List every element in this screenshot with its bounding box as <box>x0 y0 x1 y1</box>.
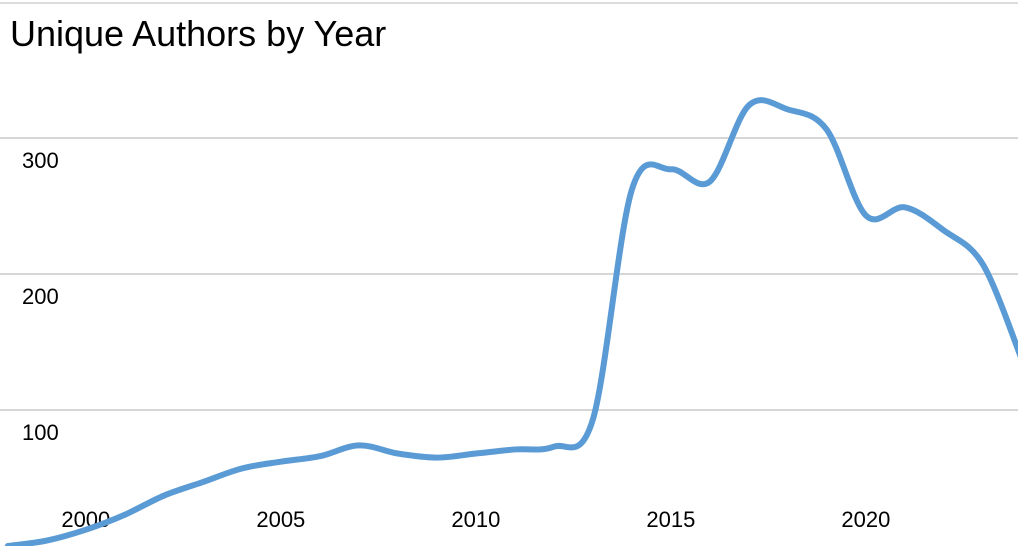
y-tick-label: 200 <box>22 284 59 309</box>
y-tick-label: 100 <box>22 420 59 445</box>
x-tick-label: 2020 <box>841 507 890 532</box>
line-series <box>4 97 1018 546</box>
chart-title: Unique Authors by Year <box>10 13 386 54</box>
y-tick-label: 300 <box>22 148 59 173</box>
x-tick-label: 2005 <box>256 507 305 532</box>
x-tick-label: 2015 <box>646 507 695 532</box>
x-tick-label: 2010 <box>451 507 500 532</box>
